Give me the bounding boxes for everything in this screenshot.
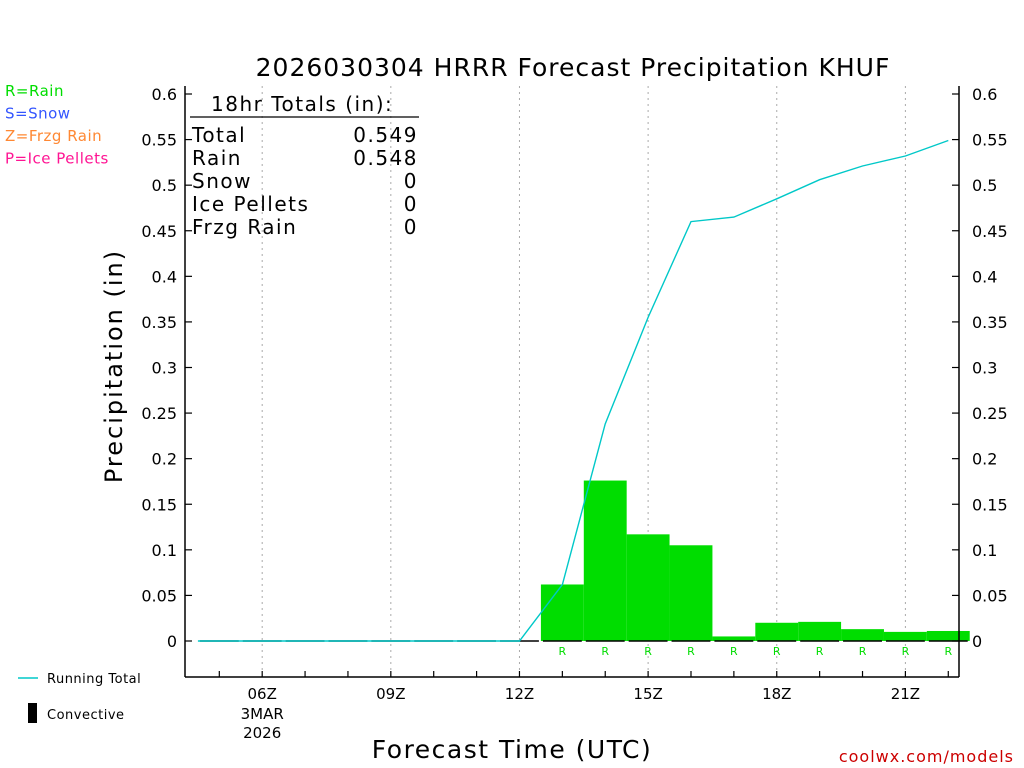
ptype-label-20z: R xyxy=(859,645,867,658)
totals-heading: 18hr Totals (in): xyxy=(211,92,393,116)
totals-row-label: Rain xyxy=(192,146,242,170)
bar-16z xyxy=(669,545,713,641)
ytick-label-left-0.05: 0.05 xyxy=(141,586,177,605)
ytick-label-left-0.2: 0.2 xyxy=(152,450,177,469)
xtick-label-12Z: 12Z xyxy=(505,685,534,703)
ytick-label-left-0.6: 0.6 xyxy=(152,85,177,104)
ptype-label-14z: R xyxy=(601,645,609,658)
xtick-label-09Z: 09Z xyxy=(376,685,405,703)
ytick-label-right-0.3: 0.3 xyxy=(972,359,997,378)
chart-title: 2026030304 HRRR Forecast Precipitation K… xyxy=(256,53,891,82)
x-axis-label: Forecast Time (UTC) xyxy=(372,735,652,764)
totals-row-label: Frzg Rain xyxy=(192,215,297,239)
bar-15z xyxy=(626,534,670,641)
ptype-label-18z: R xyxy=(773,645,781,658)
totals-row-label: Snow xyxy=(192,169,252,193)
precip-bars xyxy=(199,480,970,642)
totals-row-value: 0 xyxy=(404,215,418,239)
totals-row-label: Ice Pellets xyxy=(192,192,309,216)
xtick-sublabel-year: 2026 xyxy=(243,724,281,742)
ptype-label-19z: R xyxy=(816,645,824,658)
ytick-label-right-0.6: 0.6 xyxy=(972,85,997,104)
totals-row-label: Total xyxy=(191,123,246,147)
ytick-label-right-0.15: 0.15 xyxy=(972,495,1008,514)
xtick-label-18Z: 18Z xyxy=(762,685,791,703)
ytick-label-left-0.5: 0.5 xyxy=(152,176,177,195)
ptype-legend-item: P=Ice Pellets xyxy=(5,150,109,168)
convective-legend-swatch xyxy=(28,703,37,723)
totals-row-value: 0 xyxy=(404,192,418,216)
ytick-label-right-0: 0 xyxy=(972,632,982,651)
ptype-label-16z: R xyxy=(687,645,695,658)
ptype-legend-item: Z=Frzg Rain xyxy=(5,127,102,145)
running-total-legend-label: Running Total xyxy=(47,672,141,687)
y-axis-left: 0 0.05 0.1 0.15 0.2 0.25 0.3 0.35 0.4 0.45 0.5 0.55… xyxy=(141,85,192,651)
ytick-label-left-0.55: 0.55 xyxy=(141,131,177,150)
ytick-label-left-0.4: 0.4 xyxy=(152,267,177,286)
ytick-label-left-0: 0 xyxy=(167,632,177,651)
bar-17z xyxy=(712,636,756,641)
ptype-label-13z: R xyxy=(559,645,567,658)
bar-20z xyxy=(841,629,884,641)
bar-22z xyxy=(926,630,970,641)
ptype-label-22z: R xyxy=(944,645,952,658)
ytick-label-left-0.1: 0.1 xyxy=(152,541,177,560)
ytick-label-right-0.1: 0.1 xyxy=(972,541,997,560)
y-axis-label: Precipitation (in) xyxy=(100,249,128,483)
ytick-label-left-0.15: 0.15 xyxy=(141,495,177,514)
bar-14z xyxy=(583,480,627,641)
xtick-label-15Z: 15Z xyxy=(633,685,662,703)
ytick-label-left-0.45: 0.45 xyxy=(141,222,177,241)
totals-row-value: 0.549 xyxy=(353,123,418,147)
ptype-legend-item: R=Rain xyxy=(5,82,64,100)
bar-18z xyxy=(755,622,799,641)
ytick-label-right-0.45: 0.45 xyxy=(972,222,1008,241)
bar-13z xyxy=(540,584,584,641)
ytick-label-right-0.2: 0.2 xyxy=(972,450,997,469)
ytick-label-right-0.25: 0.25 xyxy=(972,404,1008,423)
ytick-label-left-0.25: 0.25 xyxy=(141,404,177,423)
ytick-label-right-0.05: 0.05 xyxy=(972,586,1008,605)
bar-19z xyxy=(798,621,842,641)
ytick-label-right-0.4: 0.4 xyxy=(972,267,997,286)
precip-type-legend: R=Rain S=Snow Z=Frzg Rain P=Ice Pellets xyxy=(5,82,109,168)
xtick-sublabel-date: 3MAR xyxy=(241,705,284,723)
plot-frame xyxy=(184,86,960,678)
ptype-legend-item: S=Snow xyxy=(5,105,71,123)
y-axis-right: 0 0.05 0.1 0.15 0.2 0.25 0.3 0.35 0.4 0.45 0.5 0.55… xyxy=(952,85,1008,651)
ptype-label-21z: R xyxy=(902,645,910,658)
running-total-line xyxy=(197,139,949,642)
ptype-label-15z: R xyxy=(644,645,652,658)
ytick-label-left-0.35: 0.35 xyxy=(141,313,177,332)
xtick-label-06Z: 06Z xyxy=(247,685,276,703)
bottom-legend: Running Total Convective xyxy=(18,672,141,723)
totals-row-value: 0 xyxy=(404,169,418,193)
ytick-label-right-0.35: 0.35 xyxy=(972,313,1008,332)
convective-legend-label: Convective xyxy=(47,708,125,723)
xtick-label-21Z: 21Z xyxy=(891,685,920,703)
totals-box: 18hr Totals (in): Total 0.549 Rain 0.548 Snow… xyxy=(190,92,419,239)
bar-21z xyxy=(883,631,927,641)
totals-row-value: 0.548 xyxy=(353,146,418,170)
ptype-label-17z: R xyxy=(730,645,738,658)
credit-text: coolwx.com/models xyxy=(839,747,1014,766)
ytick-label-right-0.5: 0.5 xyxy=(972,176,997,195)
ytick-label-right-0.55: 0.55 xyxy=(972,131,1008,150)
ytick-label-left-0.3: 0.3 xyxy=(152,359,177,378)
